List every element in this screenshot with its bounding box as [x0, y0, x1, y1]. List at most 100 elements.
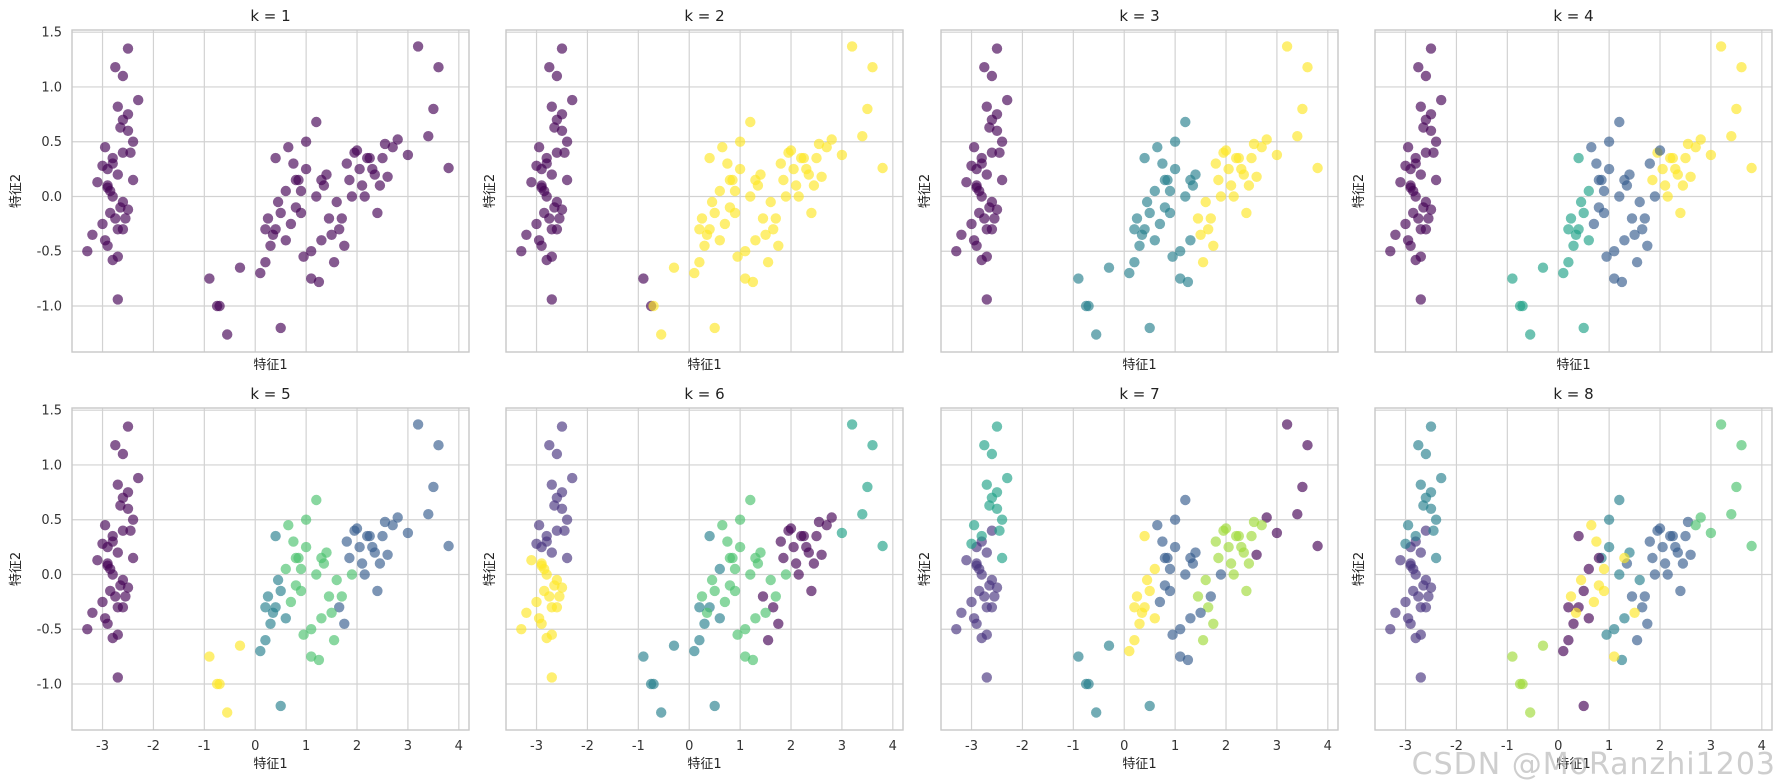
data-point — [724, 552, 736, 564]
data-point — [102, 240, 113, 251]
data-point — [336, 591, 347, 602]
x-axis-label: 特征1 — [687, 757, 721, 772]
data-point — [857, 509, 868, 520]
data-point — [1634, 196, 1645, 208]
data-point — [1578, 585, 1589, 597]
data-point — [92, 555, 103, 566]
data-point — [262, 213, 274, 224]
y-tick-label: 1.5 — [41, 26, 62, 41]
data-point — [1677, 558, 1689, 569]
data-point — [1423, 591, 1434, 602]
y-axis-label: 特征2 — [1352, 174, 1367, 208]
y-tick-label: -1.0 — [37, 300, 62, 315]
data-point — [989, 591, 1000, 602]
data-point — [1420, 224, 1432, 235]
data-point — [1243, 180, 1255, 191]
data-point — [107, 530, 118, 542]
data-point — [298, 251, 309, 262]
data-point — [1410, 632, 1421, 644]
data-point — [1563, 635, 1574, 646]
data-point — [1205, 213, 1217, 224]
data-point — [1677, 180, 1689, 191]
data-point — [1517, 300, 1528, 312]
data-point — [704, 530, 715, 542]
data-point — [984, 122, 995, 133]
data-point — [768, 602, 779, 613]
data-point — [1408, 185, 1419, 197]
data-point — [117, 602, 129, 613]
data-point — [1631, 257, 1643, 268]
data-point — [374, 180, 386, 191]
data-point — [846, 419, 858, 430]
data-point — [981, 672, 992, 683]
data-point — [979, 213, 990, 224]
data-point — [773, 618, 784, 629]
data-point — [536, 240, 547, 251]
data-point — [656, 707, 667, 718]
plot-frame — [940, 29, 1339, 353]
data-point — [981, 101, 992, 112]
data-point — [1563, 224, 1574, 235]
data-point — [1256, 142, 1267, 153]
data-point — [122, 204, 134, 215]
data-point — [1603, 514, 1615, 525]
data-point — [709, 700, 720, 712]
data-point — [1659, 558, 1671, 569]
data-point — [778, 552, 789, 564]
data-point — [544, 440, 555, 451]
data-point — [1410, 530, 1421, 542]
data-point — [991, 487, 1003, 498]
data-point — [1141, 574, 1153, 586]
data-point — [295, 185, 307, 197]
data-point — [105, 563, 116, 575]
data-point — [986, 525, 998, 536]
data-point — [1410, 152, 1421, 164]
data-point — [986, 448, 998, 460]
data-point — [1205, 591, 1217, 602]
data-point — [1281, 41, 1293, 52]
data-point — [706, 196, 718, 208]
data-point — [745, 494, 756, 506]
data-point — [765, 196, 776, 208]
data-point — [1256, 520, 1267, 531]
data-point — [722, 536, 733, 547]
data-point — [1231, 152, 1242, 164]
data-point — [526, 555, 537, 566]
data-point — [1525, 329, 1536, 340]
data-point — [694, 602, 705, 613]
data-point — [956, 607, 967, 618]
data-point — [1152, 142, 1163, 153]
data-point — [1670, 163, 1681, 175]
data-point — [1726, 509, 1737, 520]
data-point — [857, 131, 868, 142]
data-point — [732, 629, 743, 640]
y-axis-label: 特征2 — [918, 174, 933, 208]
data-point — [732, 251, 743, 262]
data-point — [770, 213, 781, 224]
data-point — [1583, 185, 1595, 197]
data-point — [556, 109, 568, 120]
data-point — [1073, 273, 1084, 284]
data-point — [1537, 640, 1549, 651]
panel-7: k = 7 -3 -2 -1 0 1 2 3 4 特征1 特征2 — [918, 385, 1339, 772]
data-point — [979, 440, 990, 451]
data-point — [222, 329, 233, 340]
data-point — [1415, 294, 1427, 305]
data-point — [986, 574, 998, 586]
data-point — [1129, 635, 1140, 646]
data-point — [1175, 651, 1186, 662]
panel-title: k = 8 — [1553, 385, 1593, 403]
data-point — [516, 624, 527, 635]
data-point — [1203, 602, 1214, 613]
data-point — [971, 240, 982, 251]
data-point — [359, 191, 370, 202]
data-point — [729, 563, 741, 575]
data-point — [1083, 300, 1094, 312]
data-point — [298, 629, 309, 640]
data-point — [262, 591, 274, 602]
x-tick-label: -1 — [1067, 739, 1080, 754]
data-point — [951, 624, 962, 635]
data-point — [1220, 523, 1232, 534]
data-point — [290, 552, 302, 564]
data-point — [1228, 569, 1239, 580]
